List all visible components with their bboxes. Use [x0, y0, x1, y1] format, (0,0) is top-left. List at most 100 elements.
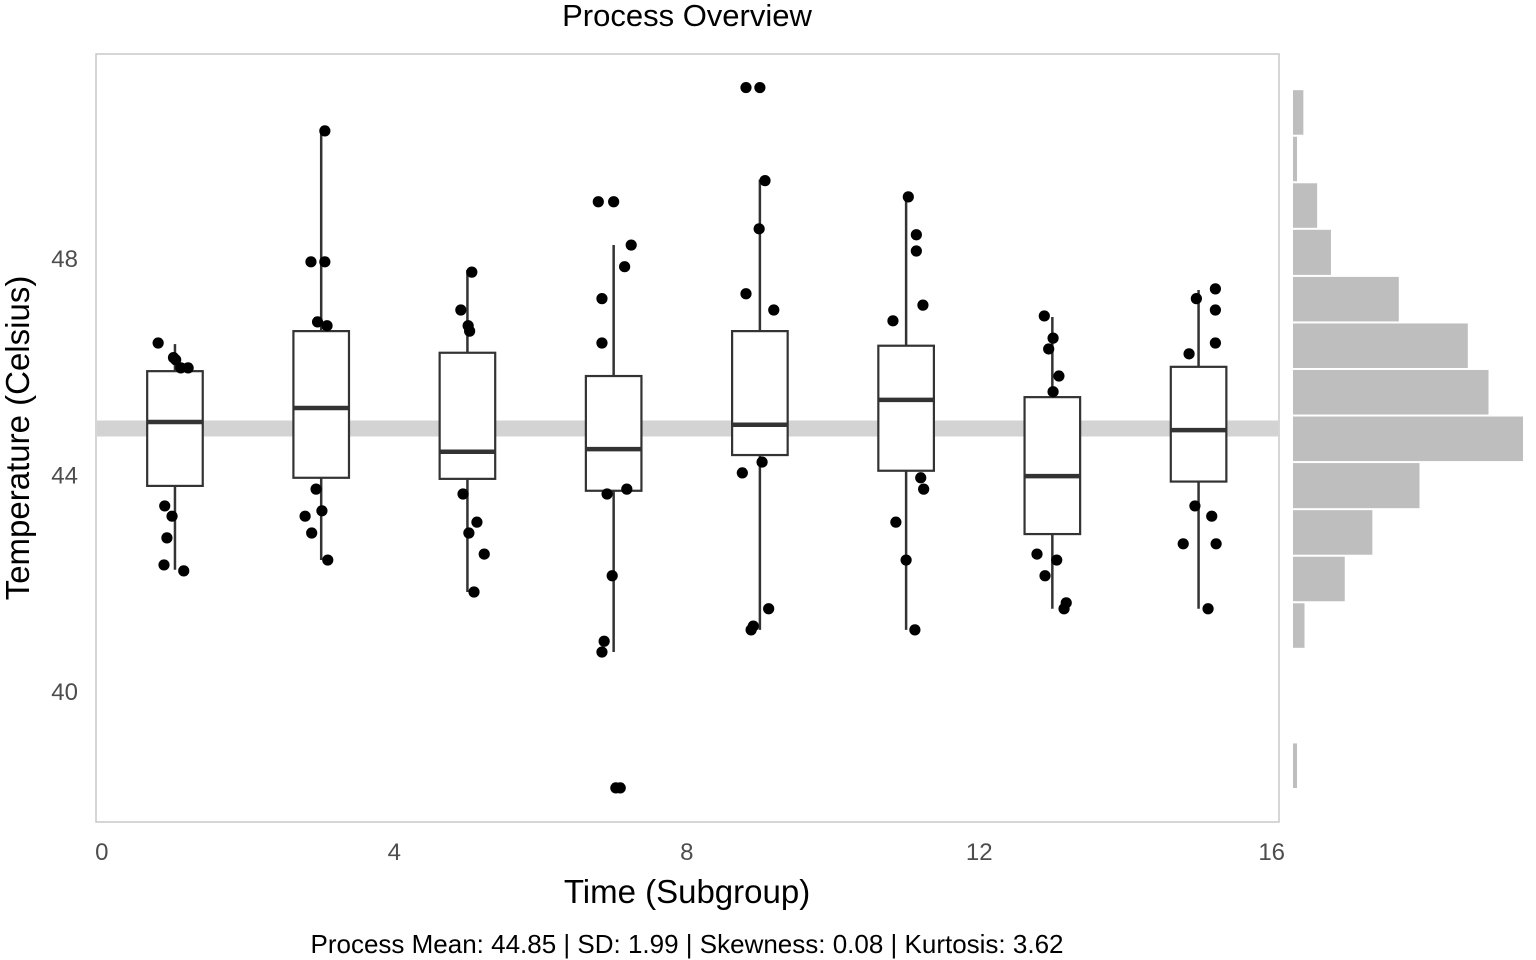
box-5: [731, 179, 789, 630]
data-point: [601, 488, 613, 500]
box-4: [584, 245, 643, 653]
data-point: [316, 505, 328, 517]
data-point: [625, 239, 637, 251]
data-point: [1210, 538, 1222, 550]
data-point: [322, 554, 334, 566]
data-point: [1177, 538, 1189, 550]
data-point: [1047, 386, 1059, 398]
y-tick-label: 44: [51, 463, 78, 490]
data-point: [455, 304, 467, 316]
box-3: [438, 269, 497, 592]
x-tick-label: 4: [388, 839, 401, 866]
data-point: [166, 510, 178, 522]
histogram-bar: [1293, 510, 1373, 555]
y-axis-label: Temperature (Celsius): [0, 276, 36, 601]
data-point: [299, 510, 311, 522]
box-iqr: [438, 351, 497, 480]
box-iqr: [877, 344, 935, 472]
data-point: [900, 554, 912, 566]
data-point: [902, 191, 914, 203]
data-point: [1043, 343, 1055, 355]
data-point: [598, 635, 610, 647]
histogram-bar: [1293, 323, 1468, 368]
data-point: [319, 256, 331, 268]
box-iqr: [146, 370, 204, 487]
data-point: [592, 196, 604, 208]
data-point: [466, 266, 478, 278]
data-point: [1047, 332, 1059, 344]
x-axis-label: Time (Subgroup): [564, 873, 810, 910]
data-point: [608, 196, 620, 208]
histogram-bar: [1293, 369, 1489, 415]
histogram-bar: [1293, 743, 1298, 788]
data-point: [311, 316, 324, 328]
data-point: [1053, 370, 1065, 382]
data-point: [471, 516, 483, 528]
data-point: [917, 299, 929, 311]
data-point: [909, 624, 921, 636]
data-point: [1058, 603, 1070, 615]
chart-title: Process Overview: [562, 0, 812, 33]
data-point: [768, 304, 780, 316]
data-point: [747, 620, 759, 632]
data-point: [753, 223, 765, 235]
x-tick-label: 8: [680, 839, 693, 866]
data-point: [158, 559, 170, 571]
data-point: [468, 586, 480, 598]
data-point: [756, 456, 768, 468]
histogram-bar: [1293, 416, 1523, 462]
data-point: [1051, 554, 1063, 566]
histogram-bar: [1293, 183, 1318, 228]
data-point: [614, 782, 626, 794]
data-point: [740, 288, 752, 300]
box-1: [146, 344, 204, 570]
data-point: [918, 483, 930, 495]
box-6: [877, 196, 935, 630]
data-point: [457, 488, 469, 500]
data-point: [621, 483, 633, 495]
box-7: [1023, 317, 1082, 609]
data-point: [915, 472, 927, 484]
y-tick-label: 48: [51, 246, 78, 273]
histogram-bar: [1293, 463, 1420, 509]
plot-panel: [95, 53, 1280, 823]
histogram-bar: [1293, 90, 1304, 135]
data-point: [596, 646, 608, 658]
histogram-bar: [1293, 556, 1345, 602]
data-point: [910, 229, 922, 241]
data-point: [890, 516, 902, 528]
box-iqr: [1169, 365, 1228, 483]
histogram-bar: [1293, 276, 1399, 322]
data-point: [1183, 348, 1195, 360]
stats-footer: Process Mean: 44.85 | SD: 1.99 | Skewnes…: [311, 929, 1064, 959]
data-point: [161, 532, 173, 544]
data-point: [606, 570, 618, 582]
x-tick-label: 0: [95, 839, 108, 866]
data-point: [478, 548, 490, 560]
data-point: [596, 293, 608, 305]
box-2: [292, 130, 351, 561]
data-point: [619, 261, 631, 273]
data-point: [170, 354, 182, 366]
data-point: [182, 362, 194, 374]
data-point: [1039, 570, 1051, 582]
data-point: [310, 483, 322, 495]
y-tick-label: 40: [51, 679, 78, 706]
data-point: [321, 320, 333, 332]
box-iqr: [584, 374, 643, 492]
x-tick-label: 16: [1258, 839, 1285, 866]
histogram-bar: [1293, 603, 1305, 648]
data-point: [178, 565, 190, 577]
box-iqr: [1023, 396, 1082, 536]
data-point: [596, 337, 608, 349]
x-tick-label: 12: [966, 839, 993, 866]
data-point: [1189, 500, 1201, 512]
data-point: [306, 527, 318, 539]
data-point: [159, 500, 171, 512]
data-point: [1209, 304, 1221, 316]
data-point: [740, 81, 752, 94]
data-point: [1038, 310, 1050, 322]
data-point: [305, 256, 317, 268]
data-point: [319, 125, 331, 137]
